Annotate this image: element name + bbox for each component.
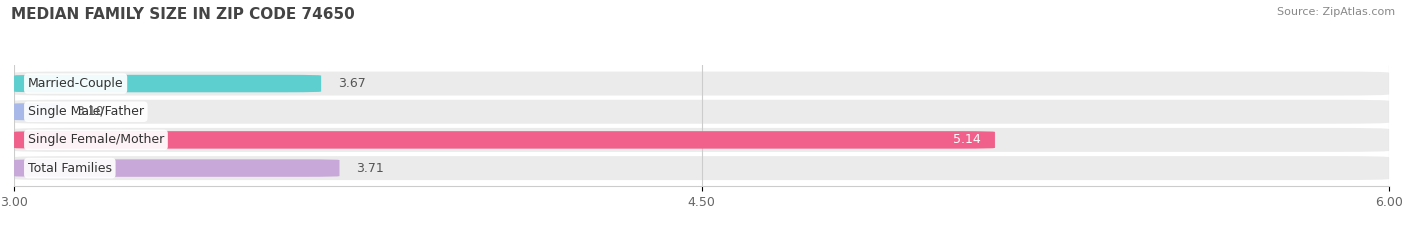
FancyBboxPatch shape: [14, 100, 1389, 124]
Text: 3.67: 3.67: [337, 77, 366, 90]
FancyBboxPatch shape: [14, 156, 1389, 180]
FancyBboxPatch shape: [14, 103, 60, 120]
Text: Married-Couple: Married-Couple: [28, 77, 124, 90]
Text: Single Female/Mother: Single Female/Mother: [28, 134, 165, 146]
Text: Source: ZipAtlas.com: Source: ZipAtlas.com: [1277, 7, 1395, 17]
Text: Total Families: Total Families: [28, 161, 112, 175]
Text: 3.10: 3.10: [76, 105, 104, 118]
FancyBboxPatch shape: [14, 72, 1389, 96]
Text: MEDIAN FAMILY SIZE IN ZIP CODE 74650: MEDIAN FAMILY SIZE IN ZIP CODE 74650: [11, 7, 354, 22]
Text: 5.14: 5.14: [953, 134, 981, 146]
FancyBboxPatch shape: [14, 159, 339, 177]
Text: Single Male/Father: Single Male/Father: [28, 105, 143, 118]
FancyBboxPatch shape: [14, 75, 321, 92]
FancyBboxPatch shape: [14, 131, 995, 149]
FancyBboxPatch shape: [14, 128, 1389, 152]
Text: 3.71: 3.71: [356, 161, 384, 175]
